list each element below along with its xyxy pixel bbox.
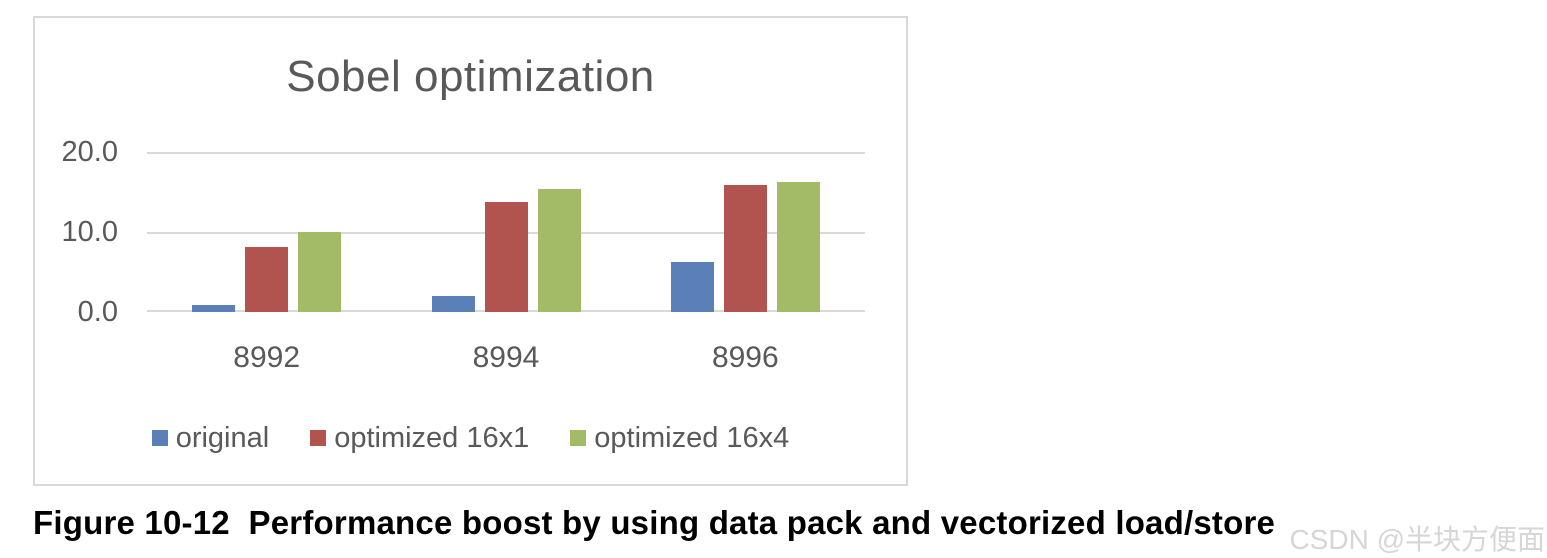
bar-optimized-16x4-8992	[298, 232, 342, 312]
chart: Sobel optimization original optimized 16x…	[33, 16, 908, 486]
legend-swatch-icon	[151, 430, 168, 446]
x-axis-category-label: 8992	[233, 341, 301, 374]
figure-caption: Figure 10-12 Performance boost by using …	[33, 504, 1276, 541]
chart-title: Sobel optimization	[286, 52, 655, 101]
bar-optimized-16x4-8994	[537, 188, 581, 312]
bar-original-8992	[192, 304, 236, 312]
legend-label: original	[175, 422, 270, 454]
legend-label: optimized 16x4	[594, 422, 790, 454]
legend-item-optimized-16x1: optimized 16x1	[310, 421, 529, 455]
bar-original-8996	[670, 262, 714, 312]
legend-swatch-icon	[310, 430, 327, 446]
x-axis-category-label: 8994	[472, 341, 540, 374]
watermark-text: CSDN @半块方便面	[1289, 524, 1545, 555]
legend-label: optimized 16x1	[334, 422, 530, 454]
legend-swatch-icon	[570, 430, 587, 446]
legend-item-optimized-16x4: optimized 16x4	[570, 421, 789, 455]
bar-optimized-16x4-8996	[776, 181, 820, 312]
y-axis-tick-label: 20.0	[61, 136, 118, 168]
x-axis-category-label: 8996	[711, 341, 779, 374]
y-axis-tick-label: 10.0	[61, 216, 118, 248]
gridline	[147, 152, 865, 154]
y-axis-tick-label: 0.0	[77, 296, 118, 328]
bar-optimized-16x1-8996	[723, 184, 767, 312]
plot-area	[147, 152, 865, 312]
bar-optimized-16x1-8994	[484, 201, 528, 312]
bar-optimized-16x1-8992	[245, 247, 289, 312]
chart-legend: original optimized 16x1 optimized 16x4	[35, 421, 906, 455]
legend-item-original: original	[151, 421, 270, 455]
bar-original-8994	[431, 296, 475, 312]
